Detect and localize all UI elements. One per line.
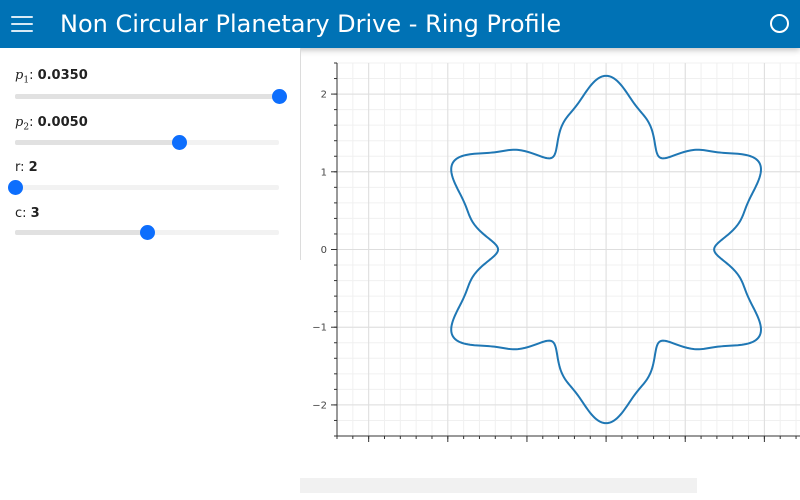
slider-c-value: 3 xyxy=(30,206,40,221)
app-header: Non Circular Planetary Drive - Ring Prof… xyxy=(0,0,800,48)
slider-r-thumb[interactable] xyxy=(8,180,23,195)
x-tick-label: −1 xyxy=(520,447,535,448)
slider-p1-label: p1: 0.0350 xyxy=(15,68,88,86)
x-tick-label: −2 xyxy=(440,447,455,448)
horizontal-scrollbar[interactable] xyxy=(300,478,697,493)
plot-svg[interactable]: −3 −2 −1 0 1 2 −2 −1 0 1 2 xyxy=(300,48,800,458)
slider-p2-value: 0.0050 xyxy=(37,115,88,130)
slider-r-track[interactable] xyxy=(8,180,279,195)
slider-p1-track[interactable] xyxy=(15,89,287,104)
slider-p1: p1: 0.0350 xyxy=(15,68,287,114)
busy-indicator-icon xyxy=(770,14,789,33)
y-tick-label: 1 xyxy=(321,167,327,178)
slider-c-label: c: 3 xyxy=(15,206,40,221)
slider-r: r: 2 xyxy=(8,160,279,206)
slider-p2: p2: 0.0050 xyxy=(15,115,279,161)
hamburger-menu-icon[interactable] xyxy=(11,14,33,34)
slider-r-label: r: 2 xyxy=(15,160,38,175)
y-tick-label: 2 xyxy=(321,90,327,101)
slider-p1-thumb[interactable] xyxy=(272,89,287,104)
slider-p2-label: p2: 0.0050 xyxy=(15,115,88,133)
ring-profile-curve xyxy=(450,74,762,425)
app-title: Non Circular Planetary Drive - Ring Prof… xyxy=(60,10,562,38)
x-tick-label: 1 xyxy=(682,447,688,448)
slider-c-track[interactable] xyxy=(15,225,279,240)
ring-profile-plot[interactable]: −3 −2 −1 0 1 2 −2 −1 0 1 2 xyxy=(300,48,800,458)
y-tick-label: −2 xyxy=(312,400,327,411)
slider-p2-thumb[interactable] xyxy=(171,135,187,150)
y-tick-label: −1 xyxy=(312,323,327,334)
y-tick-label: 0 xyxy=(321,245,327,256)
slider-p1-value: 0.0350 xyxy=(37,68,88,83)
sidebar: p1: 0.0350 p2: 0.0050 r: 2 c: 3 xyxy=(0,48,301,260)
x-tick-label: −3 xyxy=(361,447,376,448)
slider-r-value: 2 xyxy=(28,160,38,175)
slider-c-thumb[interactable] xyxy=(140,225,155,240)
slider-p2-track[interactable] xyxy=(15,135,279,150)
slider-c: c: 3 xyxy=(15,206,279,252)
x-tick-label: 0 xyxy=(603,447,609,448)
x-tick-label: 2 xyxy=(761,447,767,448)
